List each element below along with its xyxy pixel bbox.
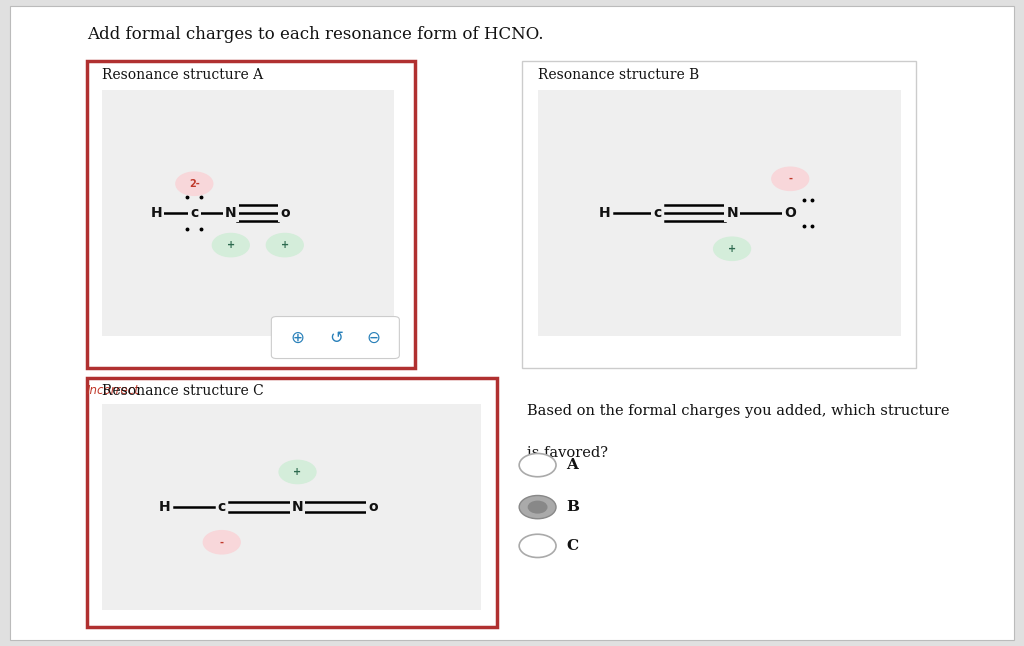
FancyBboxPatch shape <box>10 6 1014 640</box>
Text: B: B <box>566 500 580 514</box>
Text: Add formal charges to each resonance form of HCNO.: Add formal charges to each resonance for… <box>87 26 544 43</box>
Text: c: c <box>218 500 226 514</box>
Text: Based on the formal charges you added, which structure: Based on the formal charges you added, w… <box>527 404 950 418</box>
Text: H: H <box>151 206 162 220</box>
Text: O: O <box>784 206 797 220</box>
Circle shape <box>519 495 556 519</box>
FancyBboxPatch shape <box>102 90 394 336</box>
FancyBboxPatch shape <box>522 61 916 368</box>
FancyBboxPatch shape <box>271 317 399 359</box>
Text: +: + <box>281 240 289 250</box>
Text: +: + <box>294 467 302 477</box>
Text: ↺: ↺ <box>329 329 343 346</box>
Text: c: c <box>653 206 662 220</box>
Text: 2-: 2- <box>189 179 200 189</box>
FancyBboxPatch shape <box>538 90 901 336</box>
Circle shape <box>519 534 556 557</box>
Text: A: A <box>566 458 579 472</box>
FancyBboxPatch shape <box>87 378 497 627</box>
Circle shape <box>280 461 316 484</box>
Text: -: - <box>788 174 793 184</box>
Text: Resonance structure B: Resonance structure B <box>538 68 698 82</box>
Text: Incorrect: Incorrect <box>87 384 140 397</box>
Text: H: H <box>159 500 171 514</box>
Text: ⊖: ⊖ <box>367 329 381 346</box>
Text: Resonance structure C: Resonance structure C <box>102 384 264 399</box>
Text: o: o <box>280 206 290 220</box>
Text: Resonance structure A: Resonance structure A <box>102 68 263 82</box>
Circle shape <box>212 233 249 256</box>
FancyBboxPatch shape <box>87 61 415 368</box>
Circle shape <box>176 172 213 195</box>
Text: N: N <box>726 206 738 220</box>
Circle shape <box>266 233 303 256</box>
Circle shape <box>204 530 241 554</box>
FancyBboxPatch shape <box>102 404 481 610</box>
Text: c: c <box>190 206 199 220</box>
Text: ⊕: ⊕ <box>290 329 304 346</box>
Text: H: H <box>599 206 610 220</box>
Text: N: N <box>292 500 303 514</box>
Text: o: o <box>369 500 378 514</box>
Text: N: N <box>225 206 237 220</box>
Circle shape <box>519 453 556 477</box>
Circle shape <box>772 167 809 191</box>
Text: is favored?: is favored? <box>527 446 608 460</box>
Text: C: C <box>566 539 579 553</box>
Circle shape <box>714 237 751 260</box>
Text: +: + <box>226 240 234 250</box>
Circle shape <box>528 501 547 513</box>
Text: -: - <box>220 537 224 547</box>
Text: +: + <box>728 244 736 254</box>
